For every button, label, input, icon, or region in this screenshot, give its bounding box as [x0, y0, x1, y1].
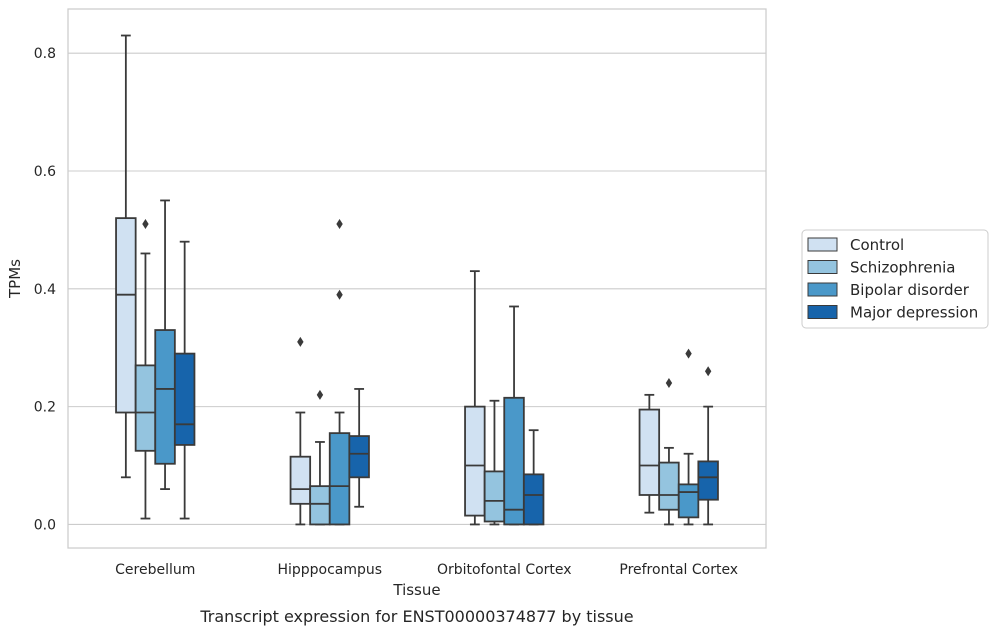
y-tick-label: 0.8	[34, 46, 56, 62]
box-body	[348, 435, 370, 479]
box-plot-series	[115, 34, 719, 526]
y-tick-label: 0.6	[34, 164, 56, 180]
legend: Control Schizophrenia Bipolar disorder Majo…	[801, 229, 989, 329]
legend-label: Schizophrenia	[850, 259, 955, 277]
legend-swatch	[807, 237, 838, 252]
legend-swatch	[807, 282, 838, 297]
outlier-point	[336, 219, 343, 230]
outlier-point	[142, 219, 149, 230]
x-tick-label: Orbitofontal Cortex	[437, 562, 572, 578]
outlier-point	[665, 378, 673, 389]
y-axis-label: TPMs	[6, 259, 24, 299]
legend-frame	[801, 229, 989, 329]
box-bipolar-disorder	[328, 219, 351, 526]
box-body	[289, 455, 312, 505]
box-schizophrenia	[134, 219, 157, 520]
box-body	[522, 473, 545, 526]
y-tick-label: 0.2	[34, 400, 56, 416]
box-bipolar-disorder	[154, 199, 176, 490]
box-schizophrenia	[309, 389, 331, 526]
box-body	[483, 470, 506, 523]
plot-frame	[67, 8, 767, 549]
box-major-depression	[697, 366, 719, 526]
outlier-point	[336, 289, 343, 300]
y-tick-label: 0.4	[34, 282, 56, 298]
x-tick-label: Hipppocampus	[277, 562, 382, 578]
box-body	[658, 461, 680, 511]
legend-label: Control	[850, 236, 904, 254]
x-tick-label: Prefrontal Cortex	[619, 562, 738, 578]
y-tick-label: 0.0	[34, 517, 56, 533]
box-body	[638, 408, 661, 496]
box-control	[115, 34, 137, 479]
legend-label: Bipolar disorder	[850, 281, 970, 299]
outlier-point	[704, 366, 712, 377]
legend-swatch	[807, 305, 838, 319]
x-axis-label: Tissue	[392, 581, 440, 599]
box-body	[134, 364, 157, 452]
box-major-depression	[522, 429, 545, 526]
y-axis-ticks: 0.0 0.2 0.4 0.6 0.8	[34, 46, 56, 533]
chart-caption: Transcript expression for ENST0000037487…	[199, 607, 633, 626]
box-bipolar-disorder	[677, 348, 700, 526]
box-body	[154, 329, 176, 465]
box-body	[328, 432, 351, 526]
box-body	[464, 405, 486, 517]
box-body	[173, 352, 196, 446]
outlier-point	[297, 336, 304, 347]
box-control	[289, 336, 312, 526]
box-control	[638, 393, 661, 514]
legend-swatch	[807, 260, 838, 274]
box-body	[677, 483, 700, 519]
box-major-depression	[173, 240, 196, 520]
box-body	[115, 217, 137, 414]
box-major-depression	[348, 388, 370, 508]
box-body	[503, 396, 525, 526]
outlier-point	[316, 389, 324, 400]
box-control	[464, 270, 486, 526]
box-bipolar-disorder	[503, 305, 525, 526]
x-axis-ticks: Cerebellum Hipppocampus Orbitofontal Corte…	[115, 562, 738, 578]
box-schizophrenia	[658, 378, 680, 526]
x-tick-label: Cerebellum	[115, 562, 195, 578]
outlier-point	[685, 348, 692, 359]
legend-label: Major depression	[850, 304, 978, 322]
box-body	[697, 460, 719, 501]
box-body	[309, 485, 331, 526]
